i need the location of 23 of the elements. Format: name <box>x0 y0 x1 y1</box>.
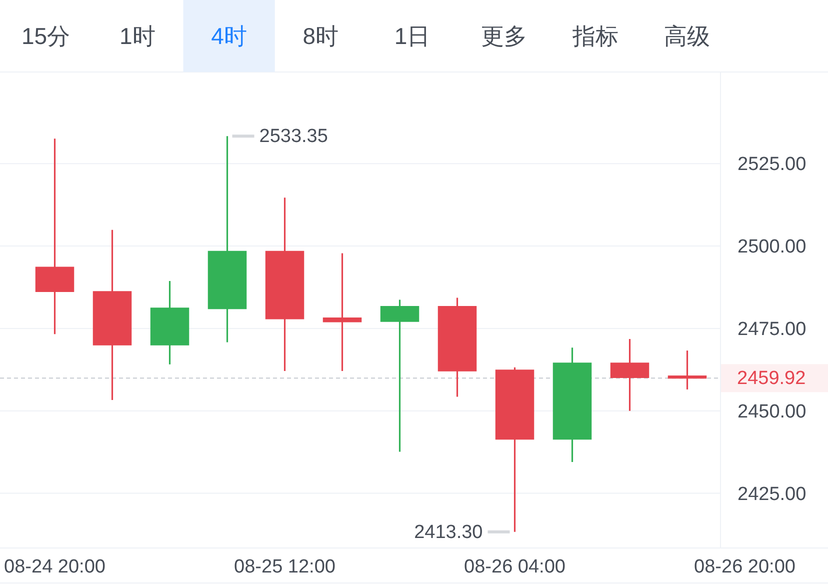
text: 2413.30 <box>414 522 483 543</box>
text: 15分 <box>22 23 70 49</box>
text: 指标 <box>572 23 619 49</box>
y-tick-label: 2500.00 <box>738 236 806 258</box>
text: 1日 <box>394 23 430 49</box>
y-tick-label: 2475.00 <box>738 318 806 340</box>
ref-line-label: 2459.92 <box>737 368 806 390</box>
text: 高级 <box>664 23 710 49</box>
y-tick-label: 2450.00 <box>738 401 806 422</box>
text: 4时 <box>211 23 247 49</box>
y-tick-label: 2525.00 <box>738 154 806 176</box>
text: 1时 <box>120 23 156 49</box>
candlestick <box>668 350 707 390</box>
x-tick-label: 08-24 20:00 <box>4 556 106 578</box>
text: 8时 <box>302 23 339 49</box>
y-tick-label: 2425.00 <box>738 484 806 505</box>
candlestick <box>322 252 362 372</box>
x-tick-label: 08-26 04:00 <box>464 556 566 578</box>
text: 更多 <box>480 23 527 49</box>
x-tick-label: 08-25 12:00 <box>234 556 336 578</box>
text: 2533.35 <box>259 126 328 148</box>
x-tick-label: 08-26 20:00 <box>694 556 796 578</box>
candlestick <box>380 298 420 453</box>
